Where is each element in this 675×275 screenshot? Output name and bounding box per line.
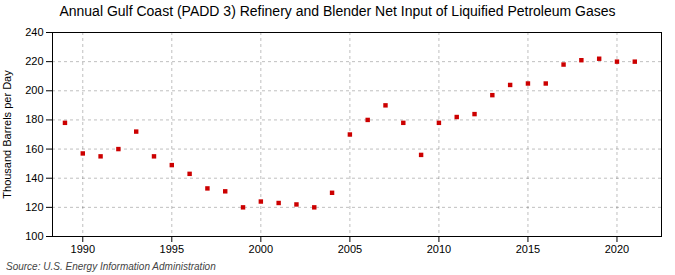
svg-text:140: 140 — [25, 172, 43, 184]
svg-text:2005: 2005 — [338, 243, 362, 255]
html-text:Source: U.S. Energy Informatio: Source: U.S. Energy Information Administ… — [6, 261, 216, 272]
svg-text:100: 100 — [25, 230, 43, 242]
svg-text:Thousand Barrels per Day: Thousand Barrels per Day — [1, 70, 13, 199]
html-text:Annual Gulf Coast (PADD 3) Ref: Annual Gulf Coast (PADD 3) Refinery and … — [59, 3, 616, 19]
svg-text:2020: 2020 — [605, 243, 629, 255]
svg-text:2010: 2010 — [427, 243, 451, 255]
svg-text:2000: 2000 — [249, 243, 273, 255]
svg-text:240: 240 — [25, 26, 43, 38]
svg-text:160: 160 — [25, 143, 43, 155]
svg-text:2015: 2015 — [516, 243, 540, 255]
svg-text:180: 180 — [25, 113, 43, 125]
svg-text:1995: 1995 — [160, 243, 184, 255]
svg-text:200: 200 — [25, 84, 43, 96]
svg-text:220: 220 — [25, 55, 43, 67]
svg-text:120: 120 — [25, 201, 43, 213]
svg-text:1990: 1990 — [71, 243, 95, 255]
